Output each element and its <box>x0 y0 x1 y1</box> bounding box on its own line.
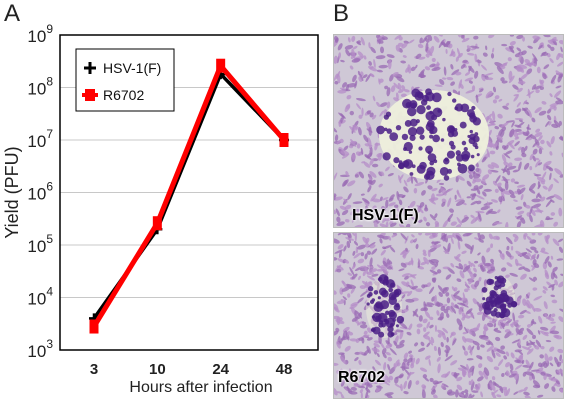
panel-b-letter: B <box>333 0 350 27</box>
r6702-plaque-photo: R6702 <box>333 232 564 399</box>
legend-label-hsv1f: HSV-1(F) <box>103 60 161 76</box>
plot-frame <box>59 34 319 351</box>
series-line-r6702 <box>91 63 286 328</box>
legend-label-r6702: R6702 <box>103 87 144 103</box>
hsv1f-photo-label: HSV-1(F) <box>352 207 419 224</box>
x-tick-label: 3 <box>90 361 98 378</box>
x-tick-label: 10 <box>149 361 166 378</box>
y-tick-label: 104 <box>27 285 53 309</box>
y-tick-label: 105 <box>27 232 53 256</box>
r6702-plaque-image <box>334 233 563 398</box>
y-tick-label: 108 <box>27 75 53 99</box>
hsv1f-plaque-photo: HSV-1(F) <box>333 34 564 228</box>
data-point-r6702 <box>216 58 226 73</box>
x-tick-label: 24 <box>212 361 229 378</box>
x-tick-label: 48 <box>276 361 293 378</box>
y-tick-label: 109 <box>27 22 53 46</box>
data-point-r6702 <box>89 319 99 334</box>
y-tick-label: 107 <box>27 127 53 151</box>
y-axis-title: Yield (PFU) <box>2 146 22 238</box>
data-point-r6702 <box>152 216 162 231</box>
r6702-photo-label: R6702 <box>338 369 386 386</box>
panel-a-letter: A <box>4 0 21 27</box>
data-point-r6702 <box>279 133 289 147</box>
hsv1f-plaque-image <box>334 35 563 227</box>
y-tick-label: 103 <box>27 337 53 361</box>
x-axis-title: Hours after infection <box>129 379 272 396</box>
legend-marker-hsv1f <box>84 62 96 74</box>
y-tick-label: 106 <box>27 180 53 204</box>
legend-marker-r6702-bar <box>82 93 98 97</box>
